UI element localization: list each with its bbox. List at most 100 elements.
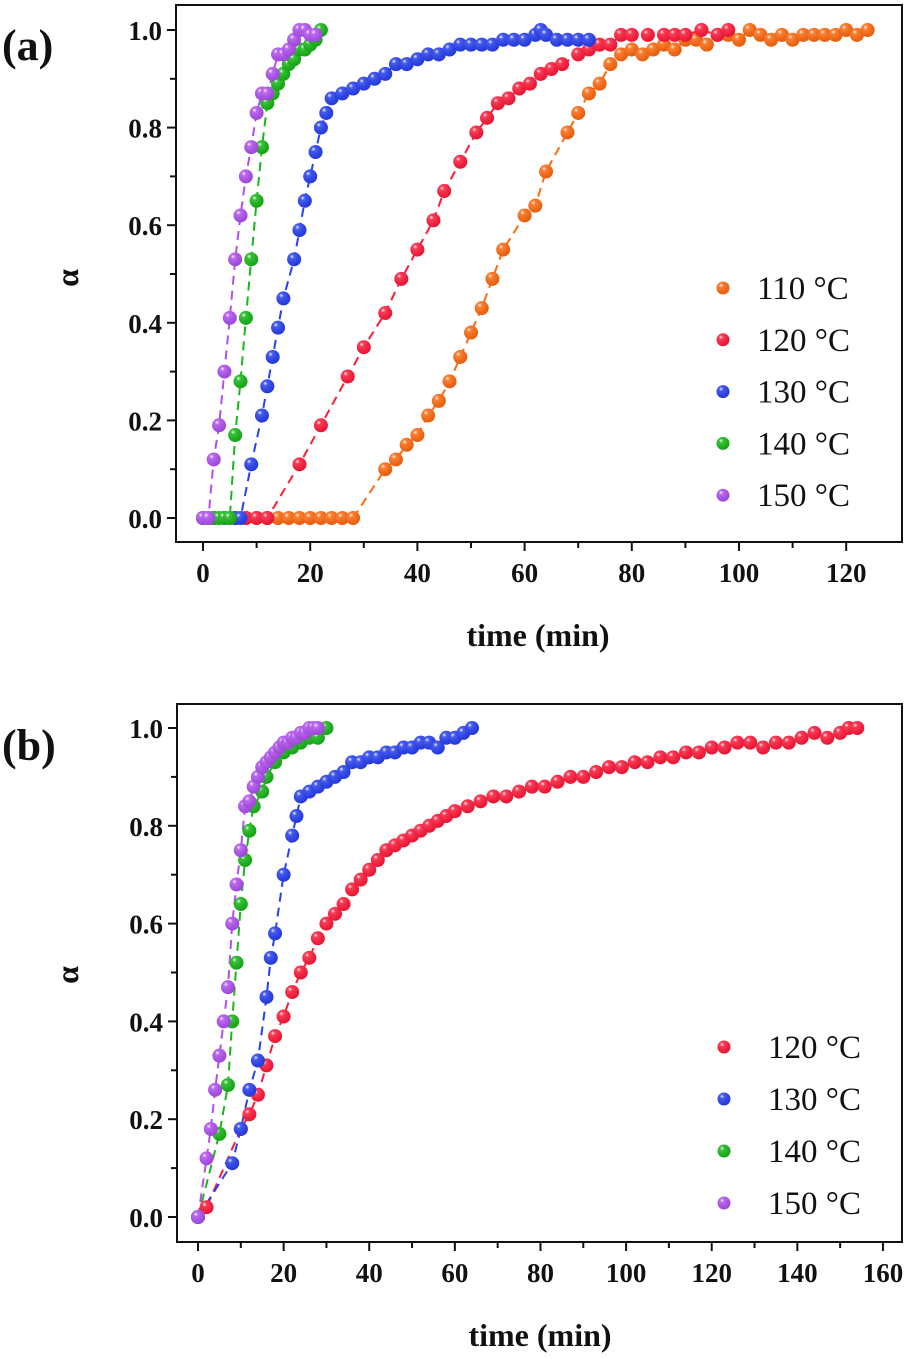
data-point: [228, 428, 243, 443]
x-tick-label: 20: [297, 558, 324, 588]
data-point: [281, 511, 296, 525]
data-point: [464, 721, 479, 735]
fit-line: [197, 727, 473, 1218]
data-point: [303, 511, 318, 525]
data-point: [199, 1200, 214, 1215]
fit-line: [203, 28, 729, 519]
legend-label: 120 °C: [757, 323, 850, 359]
x-axis-title-b: time (min): [468, 1317, 611, 1353]
x-tick-label: 160: [863, 1258, 904, 1288]
data-point: [233, 511, 248, 525]
data-point: [313, 418, 328, 433]
series-120C: [196, 23, 736, 525]
panel-a: (a) α time (min) 0 20 40 60 80 100 120 0.0 0.2 0.…: [2, 4, 903, 653]
data-point: [212, 1048, 227, 1063]
data-point: [839, 23, 854, 37]
data-point: [624, 42, 639, 57]
data-point: [485, 37, 500, 52]
data-point: [302, 950, 317, 965]
data-point: [601, 760, 616, 775]
y-axis-title-b: α: [49, 966, 85, 984]
data-point: [539, 164, 554, 179]
x-tick-label: 60: [441, 1258, 468, 1288]
data-point: [388, 452, 403, 467]
data-point: [203, 1121, 218, 1136]
data-point: [447, 804, 462, 819]
data-point: [603, 57, 618, 72]
data-point: [581, 32, 596, 47]
legend-label: 140 °C: [768, 1134, 861, 1170]
data-point: [699, 37, 714, 52]
y-tick-label: 0.8: [128, 114, 162, 144]
data-point: [694, 23, 709, 37]
data-point: [370, 853, 385, 868]
legend-item: 140 °C: [717, 1134, 861, 1170]
y-tick-label: 0.0: [129, 1203, 163, 1233]
data-point: [310, 721, 325, 735]
data-point: [640, 755, 655, 770]
y-tick-label: 0.2: [129, 1105, 163, 1135]
data-point: [756, 740, 771, 755]
data-point: [233, 897, 248, 912]
data-point: [353, 872, 368, 887]
data-point: [828, 27, 843, 42]
data-point: [356, 76, 371, 91]
data-point: [474, 37, 489, 52]
data-point: [238, 310, 253, 325]
data-point: [263, 950, 278, 965]
data-point: [781, 735, 796, 750]
y-tick-label: 0.8: [129, 812, 163, 842]
data-point: [217, 364, 232, 379]
data-point: [480, 110, 495, 125]
legend-item: 140 °C: [716, 426, 850, 462]
data-point: [201, 511, 216, 525]
data-point: [753, 27, 768, 42]
x-tick-label: 120: [826, 558, 867, 588]
data-point: [276, 867, 291, 882]
data-point: [785, 32, 800, 47]
data-point: [667, 27, 682, 42]
data-point: [571, 47, 586, 62]
data-point: [310, 931, 325, 946]
data-point: [646, 42, 661, 57]
data-point: [678, 27, 693, 42]
data-point: [431, 393, 446, 408]
data-point: [849, 27, 864, 42]
series-150C: [191, 721, 325, 1224]
series-120C: [191, 721, 865, 1224]
data-point: [473, 794, 488, 809]
data-point: [233, 208, 248, 223]
data-point: [228, 252, 243, 267]
data-point: [285, 985, 300, 1000]
data-point: [614, 27, 629, 42]
data-point: [850, 721, 865, 735]
data-point: [496, 242, 511, 257]
data-point: [345, 882, 360, 897]
x-tick-label: 80: [527, 1258, 554, 1288]
data-point: [388, 57, 403, 72]
data-point: [549, 32, 564, 47]
fit-line: [203, 29, 316, 519]
data-point: [490, 96, 505, 111]
data-point: [469, 125, 484, 140]
data-point: [807, 725, 822, 740]
data-point: [313, 120, 328, 135]
data-point: [627, 755, 642, 770]
data-point: [506, 32, 521, 47]
data-point: [581, 86, 596, 101]
data-point: [340, 369, 355, 384]
data-point: [512, 81, 527, 96]
data-point: [238, 169, 253, 184]
data-point: [524, 779, 539, 794]
x-tick-label: 140: [777, 1258, 818, 1288]
data-point: [544, 62, 559, 77]
data-point: [560, 32, 575, 47]
data-point: [640, 27, 655, 42]
y-tick-label: 0.4: [128, 309, 162, 339]
y-tick-label: 0.6: [128, 211, 162, 241]
data-point: [560, 125, 575, 140]
data-point: [592, 76, 607, 91]
data-point: [717, 740, 732, 755]
data-point: [292, 223, 307, 238]
